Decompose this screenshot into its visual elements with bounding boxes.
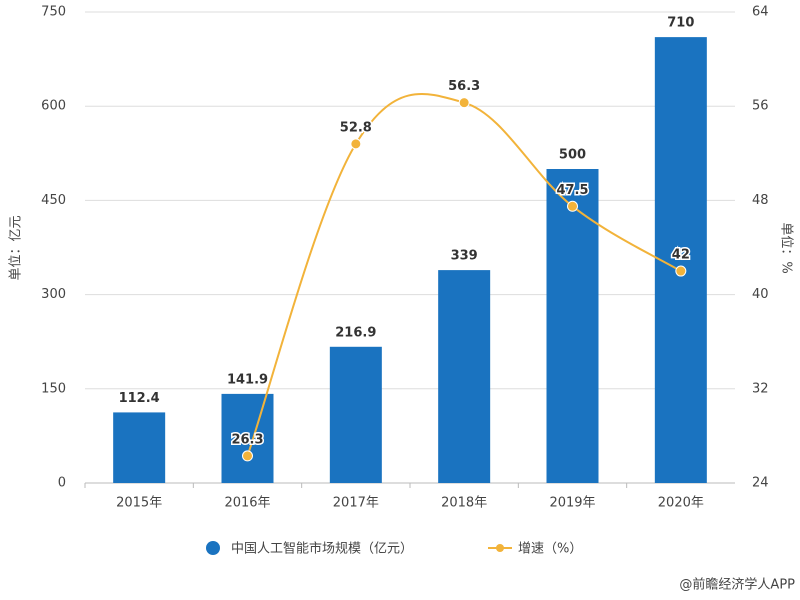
- line-marker: [242, 450, 253, 462]
- y2-tick-label: 32: [752, 381, 769, 396]
- x-tick-label: 2019年: [549, 496, 595, 511]
- line-marker: [675, 265, 687, 277]
- bar: [546, 169, 599, 483]
- line-value-label: 56.3: [448, 79, 480, 94]
- x-tick-label: 2018年: [441, 496, 487, 511]
- line-marker: [350, 138, 362, 150]
- bar: [654, 37, 707, 484]
- x-tick-label: 2016年: [224, 496, 270, 511]
- bar-value-label: 141.9: [227, 372, 268, 387]
- legend-marker: [496, 544, 504, 552]
- bar: [221, 393, 274, 483]
- x-tick-label: 2020年: [658, 496, 704, 511]
- line: [246, 92, 682, 457]
- line-marker: [458, 97, 470, 109]
- x-tick-label: 2017年: [333, 496, 379, 511]
- bar-value-label: 500: [559, 148, 586, 163]
- y2-axis-label: 单位：%: [779, 222, 794, 273]
- bar-value-label: 112.4: [119, 391, 160, 406]
- line-value-label: 26.3: [231, 432, 263, 447]
- line-value-label: 47.5: [556, 183, 588, 198]
- y-tick-label: 600: [41, 99, 66, 114]
- bar: [438, 270, 491, 483]
- y-tick-label: 0: [58, 476, 66, 491]
- bar: [329, 346, 382, 483]
- bar-value-label: 710: [667, 16, 694, 31]
- legend-label: 中国人工智能市场规模（亿元）: [231, 541, 413, 557]
- bar-value-label: 339: [451, 249, 478, 264]
- y-axis-label: 单位：亿元: [9, 215, 24, 280]
- y-tick-label: 450: [41, 193, 66, 208]
- source: @前瞻经济学人APP: [679, 577, 795, 593]
- y2-tick-label: 40: [752, 287, 769, 302]
- line-value-label: 52.8: [340, 120, 372, 135]
- y2-tick-label: 24: [752, 476, 769, 491]
- line-value-label: 42: [672, 248, 690, 263]
- y2-tick-label: 56: [752, 99, 769, 114]
- y2-tick-label: 48: [752, 193, 769, 208]
- legend-marker: [206, 541, 220, 555]
- x-tick-label: 2015年: [116, 496, 162, 511]
- y-tick-label: 150: [41, 381, 66, 396]
- legend-label: 增速（%）: [518, 542, 582, 557]
- bar-value-label: 216.9: [335, 325, 376, 340]
- line-marker: [567, 200, 578, 212]
- y2-tick-label: 64: [752, 5, 769, 20]
- y-tick-label: 300: [41, 287, 66, 302]
- bar: [113, 412, 166, 483]
- y-tick-label: 750: [41, 5, 66, 20]
